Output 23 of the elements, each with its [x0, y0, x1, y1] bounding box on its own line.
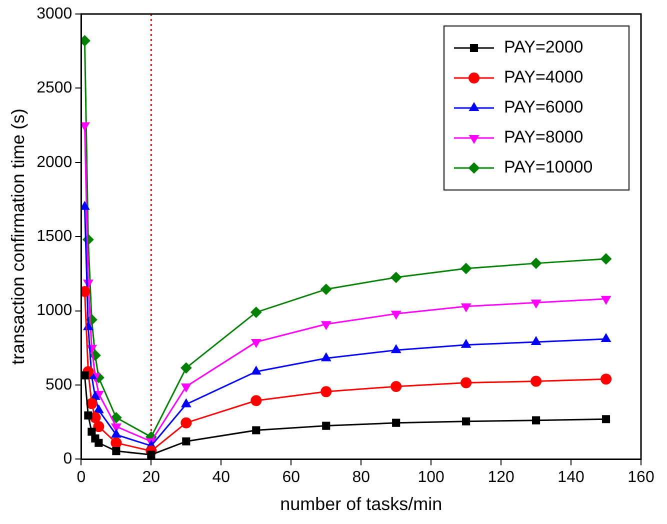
legend-label: PAY=8000 — [504, 128, 584, 147]
y-tick-label: 1000 — [36, 302, 72, 320]
x-axis-title: number of tasks/min — [280, 494, 442, 514]
legend-label: PAY=2000 — [504, 38, 584, 57]
x-tick-label: 160 — [628, 469, 654, 486]
x-tick-label: 40 — [212, 469, 230, 486]
x-tick-label: 0 — [76, 469, 86, 486]
legend-label: PAY=4000 — [504, 68, 584, 87]
x-tick-label: 20 — [142, 469, 160, 486]
legend-label: PAY=10000 — [504, 158, 593, 177]
y-axis-title: transaction confirmation time (s) — [8, 108, 28, 365]
y-tick-label: 1500 — [36, 228, 72, 246]
y-tick-label: 500 — [45, 376, 72, 394]
x-tick-label: 100 — [418, 469, 445, 486]
x-tick-label: 120 — [488, 469, 514, 486]
y-tick-label: 3000 — [36, 5, 72, 22]
x-tick-label: 80 — [352, 469, 370, 486]
y-tick-label: 2000 — [36, 154, 72, 171]
x-tick-label: 140 — [558, 469, 584, 486]
x-tick-label: 60 — [282, 469, 300, 486]
legend-label: PAY=6000 — [504, 98, 584, 117]
y-tick-label: 2500 — [36, 80, 72, 97]
y-tick-label: 0 — [63, 450, 72, 468]
